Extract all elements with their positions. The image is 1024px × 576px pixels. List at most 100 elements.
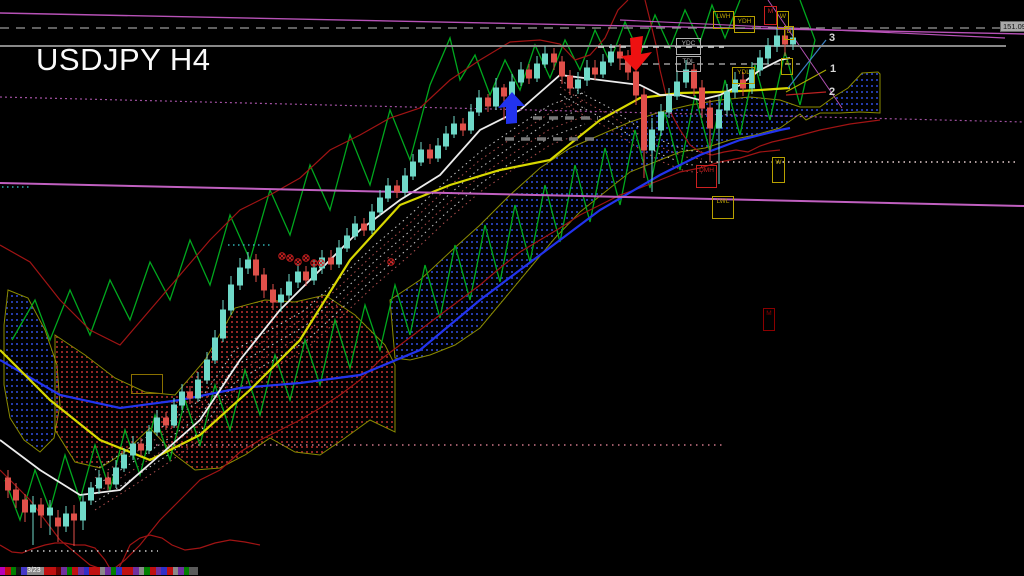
- bull-candle: [385, 185, 391, 199]
- level-box-tdl[interactable]: TDL: [676, 56, 701, 72]
- buy-arrow-blue[interactable]: [498, 92, 525, 124]
- bear-candle: [782, 35, 788, 45]
- bear-candle: [253, 259, 259, 276]
- strip-segment: [167, 567, 173, 575]
- bull-candle: [171, 404, 177, 426]
- bear-candle: [5, 477, 11, 491]
- bull-candle: [674, 81, 680, 97]
- bear-candle: [270, 289, 276, 303]
- bull-candle: [80, 501, 86, 521]
- level-box-ydc[interactable]: YDC: [676, 38, 701, 55]
- bear-candle: [55, 517, 61, 527]
- strip-segment: [156, 567, 161, 575]
- bull-candle: [649, 129, 655, 151]
- bear-candle: [633, 71, 639, 96]
- strip-segment: [11, 567, 16, 575]
- fractal-fan-main: [94, 115, 586, 495]
- bull-candle: [468, 111, 474, 131]
- strip-segment: [0, 567, 5, 575]
- pivot-label-3: 3: [829, 32, 836, 44]
- strip-segment: [178, 567, 184, 575]
- bear-candle: [691, 69, 697, 89]
- bull-candle: [212, 337, 218, 361]
- bear-candle: [187, 391, 193, 399]
- strip-segment: [56, 567, 61, 575]
- strip-segment: [78, 567, 84, 575]
- bull-candle: [311, 267, 317, 281]
- level-box-w[interactable]: W: [777, 11, 789, 29]
- pivot-ray-2: [785, 91, 827, 96]
- bear-candle: [303, 271, 309, 281]
- bull-candle: [683, 69, 689, 83]
- bull-candle: [377, 197, 383, 213]
- bear-candle: [740, 79, 746, 89]
- blue-ma: [0, 126, 791, 410]
- level-box-a[interactable]: A: [781, 58, 793, 75]
- price-axis-label: 151.090: [1000, 21, 1024, 32]
- pink-ray: [767, 0, 843, 109]
- bull-candle: [146, 431, 152, 451]
- bull-candle: [336, 247, 342, 265]
- bull-candle: [204, 359, 210, 381]
- sell-arrow-red[interactable]: [621, 36, 652, 71]
- level-box-m[interactable]: M: [764, 6, 777, 25]
- bear-candle: [641, 94, 647, 151]
- bull-candle: [757, 57, 763, 71]
- bull-candle: [534, 63, 540, 79]
- bull-candle: [765, 45, 771, 59]
- bull-candle: [600, 61, 606, 75]
- trendline-magenta-lower: [0, 182, 1024, 207]
- bull-candle: [245, 259, 251, 269]
- level-box-lwl[interactable]: LWL: [712, 196, 734, 219]
- trendline-magenta-2: [619, 19, 1006, 39]
- bear-candle: [559, 61, 565, 77]
- bear-candle: [105, 477, 111, 485]
- bull-candle: [154, 417, 160, 433]
- circle-x-marker: [310, 259, 318, 267]
- ichimoku-clouds: [3, 71, 881, 471]
- bear-candle: [71, 513, 77, 521]
- circle-x-marker: [287, 255, 293, 261]
- bear-candle: [22, 499, 28, 513]
- level-box-d[interactable]: D: [784, 26, 794, 40]
- bear-candle: [328, 257, 334, 265]
- trendline-magenta-dotted: [0, 96, 1024, 123]
- strip-segment: [89, 567, 100, 575]
- bear-candle: [699, 87, 705, 109]
- circle-x-marker: [294, 258, 302, 266]
- bull-candle: [542, 53, 548, 65]
- bear-candle: [427, 149, 433, 159]
- strip-segment: [173, 567, 178, 575]
- kumo-bull-blue: [389, 71, 881, 361]
- level-box-w[interactable]: W: [772, 157, 785, 183]
- red-envelope-right: [644, 0, 881, 156]
- red-envelope-lower: [0, 149, 781, 573]
- level-box-ydh[interactable]: YDH: [734, 16, 755, 33]
- bear-candle: [551, 53, 557, 63]
- circle-x-marker: [387, 258, 395, 266]
- bull-candle: [121, 454, 127, 469]
- bull-candle: [344, 235, 350, 249]
- bull-candle: [237, 267, 243, 286]
- circle-x-marker: [303, 255, 309, 261]
- bull-candle: [418, 149, 424, 163]
- level-box-m[interactable]: M: [763, 308, 775, 331]
- strip-segment: [150, 567, 156, 575]
- bull-candle: [113, 467, 119, 485]
- fractal-fan-main: [94, 99, 586, 479]
- bull-candle: [88, 487, 94, 501]
- candles: [5, 26, 796, 546]
- level-box-ydl[interactable]: YDL: [732, 67, 755, 84]
- bull-candle: [435, 145, 441, 159]
- bear-candle: [617, 51, 623, 59]
- level-box-plain[interactable]: [131, 374, 163, 394]
- strip-segment: [122, 567, 133, 575]
- level-box-lwh[interactable]: LWH: [713, 11, 734, 29]
- level-box-dmh[interactable]: DMH: [696, 165, 717, 188]
- signal-arrows[interactable]: [498, 36, 652, 124]
- bear-candle: [460, 123, 466, 131]
- fractal-fan-main: [94, 131, 586, 511]
- circle-x-marker: [278, 252, 286, 260]
- circle-x-marker: [279, 253, 285, 259]
